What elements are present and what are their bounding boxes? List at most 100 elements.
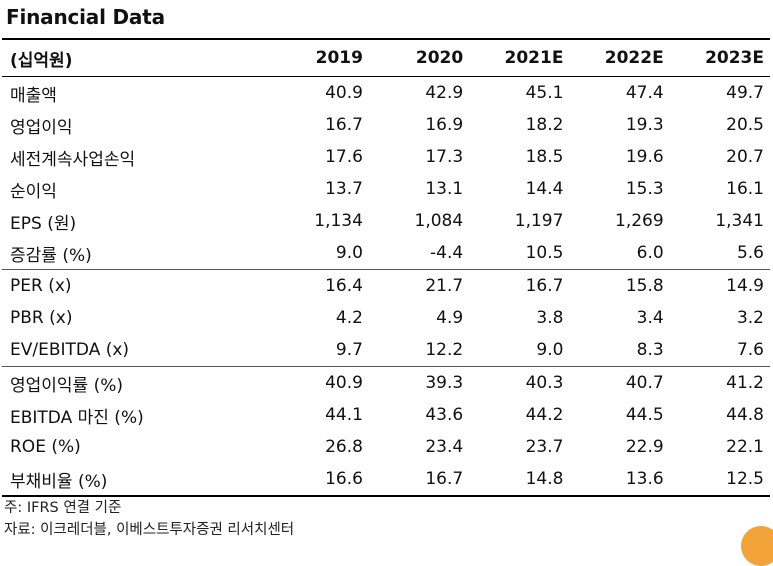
table-cell: 42.9 (425, 83, 464, 103)
year-header: 2022E (569, 38, 670, 77)
table-cell: 9.0 (469, 334, 570, 367)
table-row: EPS (원) 1,134 1,084 1,197 1,269 1,341 (2, 205, 770, 237)
basis-note: 주: IFRS 연결 기준 (4, 500, 122, 516)
unit-header: (십억원) (2, 38, 269, 77)
table-cell: 13.7 (325, 179, 363, 199)
table-cell: 7.6 (669, 334, 770, 367)
decorative-circle (741, 526, 773, 566)
row-label: 영업이익률 (%) (10, 375, 124, 396)
table-cell: 44.2 (525, 405, 564, 425)
table-cell: 16.4 (325, 276, 363, 296)
table-row: EBITDA 마진 (%) 44.1 43.6 44.2 44.5 44.8 (2, 399, 770, 431)
table-cell: -4.4 (368, 237, 470, 270)
table-cell: 44.8 (726, 405, 764, 425)
table-cell: 16.7 (525, 276, 564, 296)
table-cell: 15.3 (625, 179, 664, 199)
table-row: PER (x) 16.4 21.7 16.7 15.8 14.9 (2, 270, 770, 303)
table-cell: 14.8 (469, 463, 570, 497)
table-row: 매출액 40.9 42.9 45.1 47.4 49.7 (2, 77, 770, 110)
table-cell: 40.7 (625, 373, 664, 393)
year-header: 2023E (669, 38, 770, 77)
table-cell: 9.7 (268, 334, 369, 367)
table-cell: 16.1 (726, 179, 764, 199)
table-row: 영업이익 16.7 16.9 18.2 19.3 20.5 (2, 109, 770, 141)
table-row: EV/EBITDA (x) 9.7 12.2 9.0 8.3 7.6 (2, 334, 770, 367)
row-label: PBR (x) (10, 308, 73, 328)
table-cell: 21.7 (425, 276, 464, 296)
table-row: 순이익 13.7 13.1 14.4 15.3 16.1 (2, 173, 770, 205)
table-cell: 3.4 (636, 308, 664, 328)
table-cell: 12.5 (669, 463, 770, 497)
source-note: 자료: 이크레더블, 이베스트투자증권 리서치센터 (4, 522, 295, 538)
table-cell: 18.2 (525, 115, 564, 135)
row-label: 영업이익 (10, 117, 73, 138)
table-cell: 17.6 (325, 147, 363, 167)
table-cell: 23.4 (425, 437, 464, 457)
table-cell: 16.7 (368, 463, 470, 497)
table-cell: 19.6 (625, 147, 664, 167)
table-cell: 43.6 (425, 405, 464, 425)
table-cell: 3.8 (536, 308, 564, 328)
table-cell: 1,134 (314, 211, 363, 231)
table-cell: 19.3 (625, 115, 664, 135)
row-label: ROE (%) (10, 437, 81, 457)
table-cell: 16.9 (425, 115, 464, 135)
table-row: 영업이익률 (%) 40.9 39.3 40.3 40.7 41.2 (2, 367, 770, 400)
table-row: 증감률 (%) 9.0 -4.4 10.5 6.0 5.6 (2, 237, 770, 270)
table-cell: 10.5 (469, 237, 570, 270)
row-label: 세전계속사업손익 (10, 149, 136, 170)
table-cell: 23.7 (525, 437, 564, 457)
table-cell: 22.9 (625, 437, 664, 457)
table-body: 매출액 40.9 42.9 45.1 47.4 49.7 영업이익 16.7 16.9 18.2 1… (2, 77, 770, 497)
row-label: EPS (원) (10, 213, 77, 234)
table-cell: 44.1 (325, 405, 363, 425)
row-label: 증감률 (%) (2, 237, 269, 270)
table-row: ROE (%) 26.8 23.4 23.7 22.9 22.1 (2, 431, 770, 463)
table-cell: 16.7 (325, 115, 363, 135)
table-cell: 3.2 (736, 308, 764, 328)
table-cell: 1,341 (715, 211, 764, 231)
page-title: Financial Data (6, 5, 165, 29)
table-cell: 8.3 (569, 334, 670, 367)
table-cell: 40.3 (525, 373, 564, 393)
table-row: 세전계속사업손익 17.6 17.3 18.5 19.6 20.7 (2, 141, 770, 173)
table-cell: 12.2 (368, 334, 470, 367)
table-cell: 17.3 (425, 147, 464, 167)
table-cell: 44.5 (625, 405, 664, 425)
table-cell: 4.9 (436, 308, 464, 328)
table-cell: 1,084 (414, 211, 464, 231)
table-cell: 47.4 (625, 83, 664, 103)
table-cell: 49.7 (726, 83, 764, 103)
row-label: 부채비율 (%) (2, 463, 269, 497)
table-cell: 4.2 (335, 308, 363, 328)
year-header: 2020 (368, 38, 470, 77)
financial-data-table: (십억원) 2019 2020 2021E 2022E 2023E 매출액 40.… (2, 38, 770, 497)
table-cell: 5.6 (669, 237, 770, 270)
table-cell: 6.0 (569, 237, 670, 270)
row-label: EBITDA 마진 (%) (10, 407, 144, 428)
table-cell: 39.3 (425, 373, 464, 393)
row-label: PER (x) (10, 276, 72, 296)
table-cell: 1,269 (615, 211, 664, 231)
row-label: 매출액 (10, 85, 57, 106)
row-label: EV/EBITDA (x) (2, 334, 269, 367)
table-cell: 14.4 (525, 179, 564, 199)
table-header-row: (십억원) 2019 2020 2021E 2022E 2023E (2, 38, 770, 77)
table-cell: 16.6 (268, 463, 369, 497)
row-label: 순이익 (10, 181, 57, 202)
table-cell: 40.9 (325, 373, 363, 393)
table-cell: 20.7 (726, 147, 764, 167)
table-row: PBR (x) 4.2 4.9 3.8 3.4 3.2 (2, 302, 770, 334)
table-cell: 9.0 (268, 237, 369, 270)
table-cell: 18.5 (525, 147, 564, 167)
table-cell: 26.8 (325, 437, 363, 457)
table-cell: 20.5 (726, 115, 764, 135)
year-header: 2021E (469, 38, 570, 77)
table-cell: 40.9 (325, 83, 363, 103)
footnotes: 주: IFRS 연결 기준 자료: 이크레더블, 이베스트투자증권 리서치센터 (4, 497, 294, 541)
table-cell: 22.1 (726, 437, 764, 457)
table-cell: 13.6 (569, 463, 670, 497)
table-cell: 14.9 (726, 276, 764, 296)
table-row: 부채비율 (%) 16.6 16.7 14.8 13.6 12.5 (2, 463, 770, 497)
year-header: 2019 (268, 38, 369, 77)
